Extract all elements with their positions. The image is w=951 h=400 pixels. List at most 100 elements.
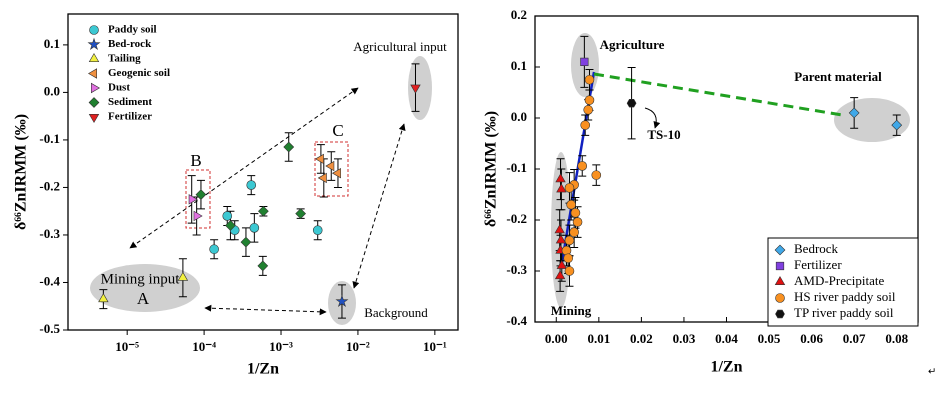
point: [312, 225, 323, 236]
point: [564, 235, 575, 246]
point: [295, 208, 307, 219]
legend-box: [767, 237, 919, 327]
legend-swatch: [88, 97, 100, 108]
legend-label: Tailing: [108, 53, 141, 65]
annotation: B: [190, 151, 201, 170]
y-tick-label: -0.4: [39, 273, 60, 288]
point: [564, 183, 575, 193]
legend-swatch: [774, 276, 786, 285]
annotation: C: [332, 121, 343, 140]
point: [554, 270, 566, 280]
point: [891, 119, 903, 131]
point: [584, 95, 595, 105]
chart: 10⁻⁵ 10⁻⁴ 10⁻³ 10⁻² 10⁻¹ 0.1 0.0 -0.1 -0.2 -0.3 -0…: [13, 13, 459, 378]
x-tick-label: 10⁻²: [346, 339, 370, 354]
legend-label: Geogenic soil: [108, 67, 170, 79]
point: [335, 294, 349, 307]
annotation: Agriculture: [600, 37, 665, 52]
x-tick-label: 0.08: [885, 331, 908, 346]
point: [570, 208, 581, 218]
legend-swatch: [89, 25, 99, 35]
legend-swatch: [87, 37, 101, 51]
x-tick-label: 10⁻¹: [423, 339, 447, 354]
x-tick-label: 0.04: [715, 331, 738, 346]
point: [209, 244, 219, 255]
annotation: Background: [364, 305, 428, 320]
point: [246, 180, 257, 190]
y-tick-label: -0.5: [39, 321, 60, 336]
point: [563, 253, 573, 264]
point: [626, 99, 637, 108]
point: [583, 105, 593, 115]
left-decorations: [90, 56, 432, 325]
legend-swatch: [775, 309, 785, 319]
x-tick-label: 0.06: [800, 331, 823, 346]
annotation: TS-10: [647, 127, 680, 142]
point: [556, 183, 567, 193]
callout-arrow: [644, 107, 661, 129]
annotation: Agricultural input: [353, 39, 447, 54]
point: [225, 220, 236, 231]
point: [564, 266, 575, 276]
legend-swatch: [775, 261, 785, 271]
dashed-arrow: [352, 123, 406, 289]
y-tick-label: -0.1: [39, 131, 60, 146]
y-axis-title: δ⁶⁶ZnIRMM (‰): [483, 111, 500, 227]
annotation: Parent material: [794, 69, 882, 84]
x-tick-label: 0.07: [843, 331, 866, 346]
y-tick-label: -0.4: [506, 313, 527, 328]
dashed-arrow: [204, 304, 327, 316]
point: [580, 57, 589, 67]
y-tick-label: -0.3: [506, 262, 527, 277]
point: [240, 236, 252, 248]
y-tick-label: 0.2: [511, 7, 527, 22]
legend-label: HS river paddy soil: [794, 289, 896, 304]
point: [193, 210, 203, 222]
point: [257, 260, 269, 272]
y-tick-label: 0.1: [511, 58, 527, 73]
point: [331, 167, 341, 179]
legend-label: Bedrock: [794, 241, 839, 256]
point: [555, 234, 567, 244]
x-tick-label: 0.03: [673, 331, 696, 346]
x-tick-label: 0.05: [758, 331, 781, 346]
point: [591, 170, 602, 180]
y-tick-label: -0.1: [506, 160, 527, 175]
point: [195, 189, 207, 200]
point: [572, 217, 583, 227]
x-tick-label: 10⁻⁵: [115, 339, 139, 354]
point: [249, 223, 260, 233]
point: [569, 227, 579, 238]
chart: 0.00 0.01 0.02 0.03 0.04 0.05 0.06 0.07 0.08 0.2 0…: [483, 7, 919, 376]
x-tick-label: 10⁻⁴: [192, 339, 216, 354]
point: [566, 199, 576, 210]
legend-label: Fertilizer: [794, 257, 842, 272]
y-tick-label: -0.2: [506, 211, 527, 226]
point: [577, 161, 588, 171]
point: [177, 271, 189, 281]
point: [258, 205, 269, 217]
point: [555, 173, 566, 183]
point: [580, 120, 591, 130]
point: [314, 153, 324, 165]
legend-swatch: [88, 53, 100, 62]
legend-label: Bed-rock: [108, 38, 152, 50]
legend-swatch: [775, 293, 785, 303]
x-tick-label: 0.02: [630, 331, 653, 346]
mixing-line: [593, 72, 843, 117]
legend-swatch: [88, 68, 97, 79]
point: [554, 224, 565, 234]
plot-frame: [67, 13, 459, 331]
annotation: Mining input: [101, 271, 181, 287]
y-tick-label: 0.0: [44, 83, 60, 98]
point: [283, 141, 295, 153]
paragraph-mark: ↵: [928, 366, 936, 377]
legend-label: AMD-Precipitate: [794, 273, 884, 288]
legend-swatch: [88, 114, 100, 123]
legend-label: TP river paddy soil: [794, 305, 894, 320]
point: [325, 160, 335, 172]
group-ellipse: [408, 56, 432, 120]
y-tick-label: -0.3: [39, 226, 60, 241]
annotation: A: [137, 289, 150, 308]
